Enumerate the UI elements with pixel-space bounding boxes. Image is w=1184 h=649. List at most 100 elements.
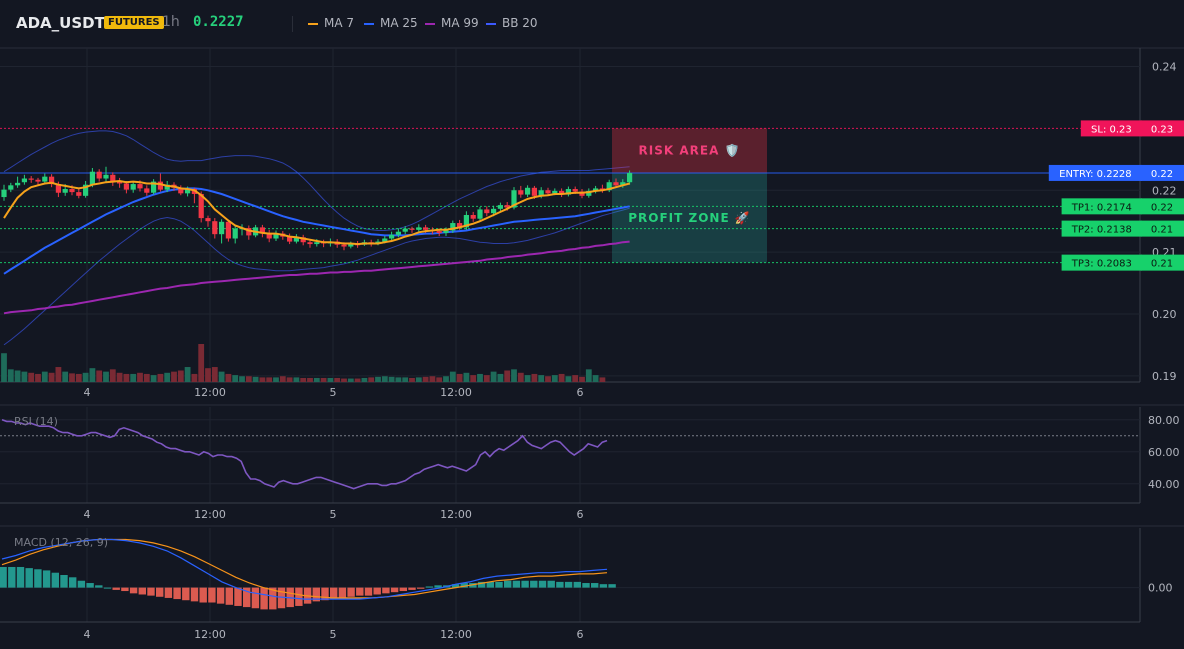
volume-bar — [286, 377, 293, 382]
x-tick-label-1-3: 12:00 — [440, 508, 472, 521]
macd-histogram-bar — [60, 575, 68, 588]
legend-ma25[interactable]: MA 25 — [364, 16, 418, 30]
volume-bar — [143, 373, 150, 382]
chart-header: ADA_USDT FUTURES 1h 0.2227 MA 7 MA 25 MA… — [0, 0, 1184, 48]
macd-histogram-bar — [512, 580, 521, 588]
candle-body — [497, 205, 503, 209]
macd-histogram-bar — [138, 587, 146, 595]
ma25-line — [3, 187, 630, 275]
candle-body — [531, 187, 537, 196]
candle-body — [117, 180, 123, 184]
candle-body — [178, 187, 184, 194]
candle-body — [130, 184, 136, 190]
volume-bar — [150, 375, 157, 382]
candle-body — [212, 221, 218, 235]
macd-histogram-bar — [564, 581, 573, 588]
tp3-axis-tag — [1141, 254, 1184, 271]
candle-body — [28, 178, 34, 180]
volume-bar — [130, 373, 137, 382]
macd-histogram-bar — [77, 580, 86, 588]
volume-bar — [205, 368, 211, 382]
macd-histogram-bar — [277, 587, 286, 609]
volume-bar — [14, 370, 21, 382]
legend-bb20-label: BB 20 — [502, 16, 538, 30]
volume-bar — [21, 371, 28, 382]
volume-bar — [116, 372, 123, 382]
candle-body — [307, 242, 313, 245]
macd-histogram-bar — [216, 587, 225, 604]
x-tick-label-0-3: 12:00 — [440, 386, 472, 399]
candle-body — [450, 223, 456, 231]
macd-histogram-bar — [547, 580, 555, 588]
volume-bar — [354, 378, 361, 382]
legend-ma25-label: MA 25 — [380, 16, 418, 30]
candle-body — [518, 190, 524, 195]
legend-bb20[interactable]: BB 20 — [486, 16, 538, 30]
macd-histogram-bar — [260, 587, 268, 610]
candle-body — [586, 190, 592, 196]
tp3-level-tag — [1061, 254, 1142, 271]
volume-bar — [395, 377, 402, 382]
volume-bar — [490, 371, 497, 382]
candle-body — [144, 188, 150, 193]
macd-histogram-bar — [182, 587, 190, 601]
volume-bar — [341, 378, 347, 382]
legend-ma7[interactable]: MA 7 — [308, 16, 354, 30]
candle-body — [287, 236, 293, 242]
volume-bar — [572, 375, 579, 382]
volume-bar — [184, 367, 191, 382]
macd-histogram-bar — [121, 587, 129, 592]
volume-bar — [89, 368, 96, 382]
x-tick-label-1-4: 6 — [577, 508, 584, 521]
volume-bar — [592, 375, 599, 382]
macd-histogram-bar — [338, 587, 347, 598]
volume-bar — [415, 377, 422, 382]
macd-histogram-bar — [190, 587, 199, 602]
candle-body — [273, 233, 279, 239]
volume-bar — [313, 377, 320, 382]
volume-bar — [69, 373, 75, 382]
volume-bar — [443, 376, 449, 382]
macd-histogram-bar — [295, 587, 303, 606]
volume-bar — [75, 373, 82, 382]
candle-body — [341, 244, 347, 247]
timeframe-label[interactable]: 1h — [162, 14, 180, 30]
tp1-axis-tag — [1141, 198, 1184, 215]
profit-zone-label: PROFIT ZONE 🚀 — [628, 211, 751, 225]
macd-histogram-bar — [251, 587, 260, 609]
macd-histogram-bar — [530, 580, 538, 588]
macd-title: MACD (12, 26, 9) — [14, 536, 108, 549]
volume-bar — [565, 376, 572, 382]
macd-histogram-bar — [269, 587, 277, 610]
volume-bar — [504, 370, 511, 382]
candle-body — [15, 182, 21, 186]
symbol-name[interactable]: ADA_USDT — [16, 14, 105, 32]
x-tick-label-0-1: 12:00 — [194, 386, 226, 399]
macd-histogram-bar — [164, 587, 173, 598]
legend-ma99[interactable]: MA 99 — [425, 16, 479, 30]
sl-axis-value: 0.23 — [1151, 124, 1173, 135]
macd-histogram-bar — [69, 577, 77, 588]
macd-histogram-bar — [51, 572, 59, 588]
volume-bar — [320, 377, 327, 382]
candle-body — [8, 185, 14, 190]
candle-body — [232, 228, 238, 239]
candle-body — [1, 189, 7, 198]
macd-histogram-bar — [477, 581, 486, 588]
tp2-axis-value: 0.21 — [1151, 225, 1173, 236]
sl-level-label: SL: 0.23 — [1091, 124, 1132, 135]
macd-histogram-bar — [147, 587, 155, 596]
rsi-tick-label-1: 60.00 — [1148, 446, 1180, 459]
macd-histogram-bar — [347, 587, 355, 597]
volume-bar — [368, 377, 375, 382]
macd-histogram-bar — [582, 583, 590, 588]
volume-bar — [171, 371, 177, 382]
volume-bar — [252, 376, 259, 382]
candle-body — [35, 179, 41, 182]
volume-bar — [436, 377, 443, 382]
volume-bar — [245, 376, 252, 382]
volume-bar — [375, 376, 381, 382]
legend-ma99-label: MA 99 — [441, 16, 479, 30]
entry-axis-tag — [1141, 164, 1184, 181]
